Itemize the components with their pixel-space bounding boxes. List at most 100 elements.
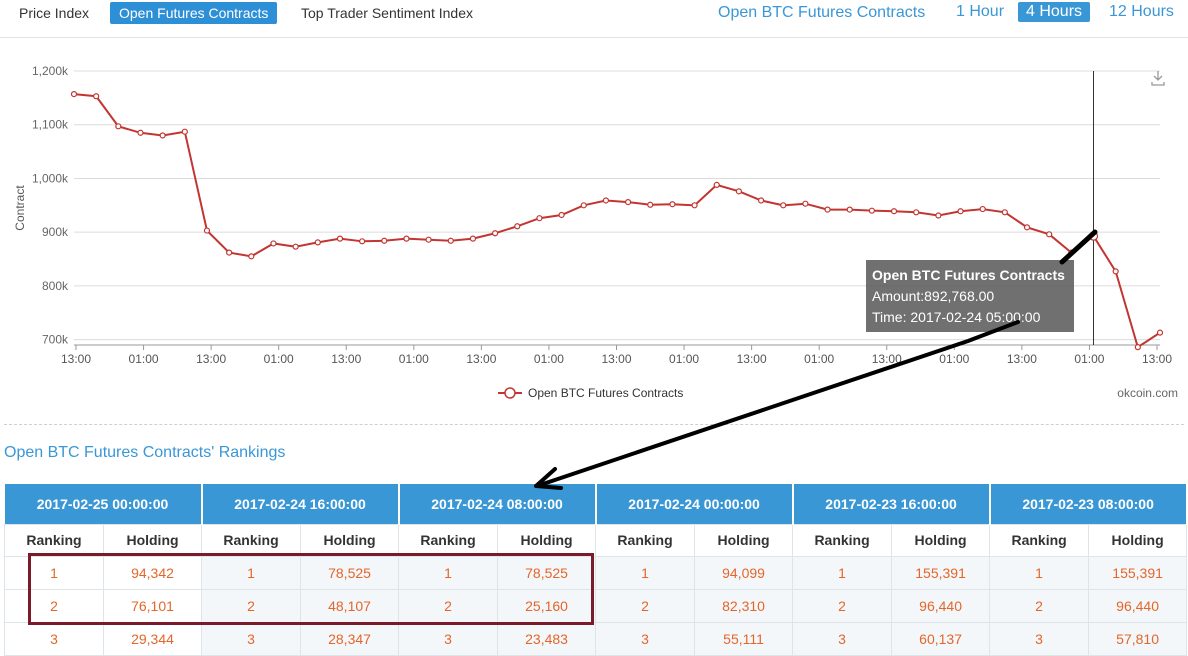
- period-title: Open BTC Futures Contracts: [718, 4, 926, 21]
- data-point: [469, 235, 477, 242]
- data-point: [979, 205, 986, 213]
- data-point: [780, 202, 787, 209]
- ranking-cell: 1: [398, 555, 499, 590]
- ranking-cell: 2: [989, 588, 1090, 623]
- period-1-hour[interactable]: 1 Hour: [956, 3, 1005, 20]
- x-tick-label: 13:00: [601, 352, 631, 366]
- data-point: [115, 123, 122, 130]
- data-point: [669, 201, 676, 208]
- y-tick-label: 900k: [42, 225, 69, 239]
- ranking-cell: 1: [989, 555, 1090, 590]
- series-line: [73, 93, 1161, 349]
- date-column-header: 2017-02-24 08:00:00: [398, 484, 597, 524]
- tab-price-index[interactable]: Price Index: [19, 5, 90, 21]
- data-point: [203, 227, 211, 234]
- holding-cell: 96,440: [1088, 588, 1188, 623]
- holding-cell: 155,391: [1088, 555, 1188, 590]
- table-row: 3 29,344 3 28,347 3 23,483 3 55,111 3 60,137 3 57,8…: [4, 621, 1188, 656]
- x-tick-label: 01:00: [534, 352, 564, 366]
- data-point: [824, 206, 831, 213]
- legend-label: Open BTC Futures Contracts: [528, 386, 683, 400]
- ranking-column-header: Ranking: [792, 523, 893, 557]
- data-point: [181, 128, 188, 135]
- data-point: [93, 93, 100, 100]
- holding-cell: 78,525: [497, 555, 597, 590]
- x-tick-label: 13:00: [466, 352, 496, 366]
- open-contracts-line-chart: 700k 800k 900k 1,000k 1,100k 1,200k Contract 13…: [13, 64, 1178, 400]
- tooltip-title: Open BTC Futures Contracts: [872, 267, 1065, 283]
- legend-marker: [504, 387, 516, 399]
- data-point: [137, 129, 144, 136]
- data-point: [558, 211, 565, 219]
- ranking-cell: 1: [595, 555, 696, 590]
- holding-cell: 60,137: [891, 621, 991, 656]
- data-point: [314, 239, 321, 246]
- ranking-cell: 3: [4, 621, 104, 656]
- data-point: [536, 215, 543, 222]
- x-tick-label: 13:00: [331, 352, 361, 366]
- data-point: [359, 238, 366, 245]
- x-tick-label: 13:00: [872, 352, 902, 366]
- data-point: [381, 237, 388, 244]
- section-divider: [4, 424, 1184, 425]
- ranking-cell: 1: [792, 555, 893, 590]
- ranking-cell: 2: [398, 588, 499, 623]
- holding-column-header: Holding: [1088, 523, 1188, 557]
- tab-open-futures-contracts[interactable]: Open Futures Contracts: [110, 2, 278, 24]
- y-axis-label: Contract: [13, 185, 27, 231]
- data-point: [1088, 231, 1099, 241]
- ranking-cell: 2: [595, 588, 696, 623]
- y-tick-label: 1,200k: [32, 64, 69, 78]
- data-point: [1112, 268, 1119, 275]
- download-icon[interactable]: [1150, 70, 1166, 86]
- period-4-hours[interactable]: 4 Hours: [1018, 2, 1091, 22]
- ranking-column-header: Ranking: [595, 523, 696, 557]
- y-tick-label: 1,000k: [32, 171, 69, 185]
- data-point: [713, 181, 720, 188]
- date-column-header: 2017-02-25 00:00:00: [4, 484, 203, 524]
- x-tick-label: 01:00: [129, 352, 159, 366]
- ranking-cell: 3: [201, 621, 302, 656]
- holding-column-header: Holding: [300, 523, 400, 557]
- holding-cell: 82,310: [694, 588, 794, 623]
- data-point: [647, 201, 654, 208]
- data-point: [735, 188, 742, 195]
- data-point: [1023, 224, 1031, 231]
- data-point: [226, 249, 233, 256]
- date-column-header: 2017-02-23 16:00:00: [792, 484, 991, 524]
- holding-column-header: Holding: [694, 523, 794, 557]
- x-tick-label: 01:00: [1074, 352, 1104, 366]
- data-point: [425, 236, 432, 243]
- x-tick-label: 13:00: [196, 352, 226, 366]
- date-column-header: 2017-02-23 08:00:00: [989, 484, 1188, 524]
- data-point: [292, 243, 299, 250]
- data-point: [802, 200, 809, 207]
- holding-cell: 78,525: [300, 555, 400, 590]
- ranking-column-header: Ranking: [4, 523, 104, 557]
- ranking-cell: 3: [989, 621, 1090, 656]
- data-point: [492, 230, 499, 237]
- ranking-column-header: Ranking: [989, 523, 1090, 557]
- x-tick-label: 01:00: [399, 352, 429, 366]
- y-tick-label: 700k: [42, 333, 69, 347]
- period-12-hours[interactable]: 12 Hours: [1109, 3, 1174, 20]
- holding-cell: 28,347: [300, 621, 400, 656]
- x-tick-label: 01:00: [264, 352, 294, 366]
- data-point: [757, 197, 765, 204]
- holding-cell: 94,342: [102, 555, 203, 590]
- ranking-cell: 1: [201, 555, 302, 590]
- x-tick-label: 13:00: [1007, 352, 1037, 366]
- data-point: [447, 237, 454, 244]
- x-tick-label: 01:00: [669, 352, 699, 366]
- holding-cell: 55,111: [694, 621, 794, 656]
- ranking-cell: 2: [201, 588, 302, 623]
- x-tick-label: 01:00: [804, 352, 834, 366]
- ranking-cell: 2: [792, 588, 893, 623]
- ranking-cell: 3: [595, 621, 696, 656]
- data-point: [913, 209, 920, 216]
- holding-column-header: Holding: [497, 523, 597, 557]
- ranking-cell: 3: [398, 621, 499, 656]
- tab-top-trader-sentiment-index[interactable]: Top Trader Sentiment Index: [301, 5, 473, 21]
- holding-cell: 57,810: [1088, 621, 1188, 656]
- data-point: [890, 208, 898, 215]
